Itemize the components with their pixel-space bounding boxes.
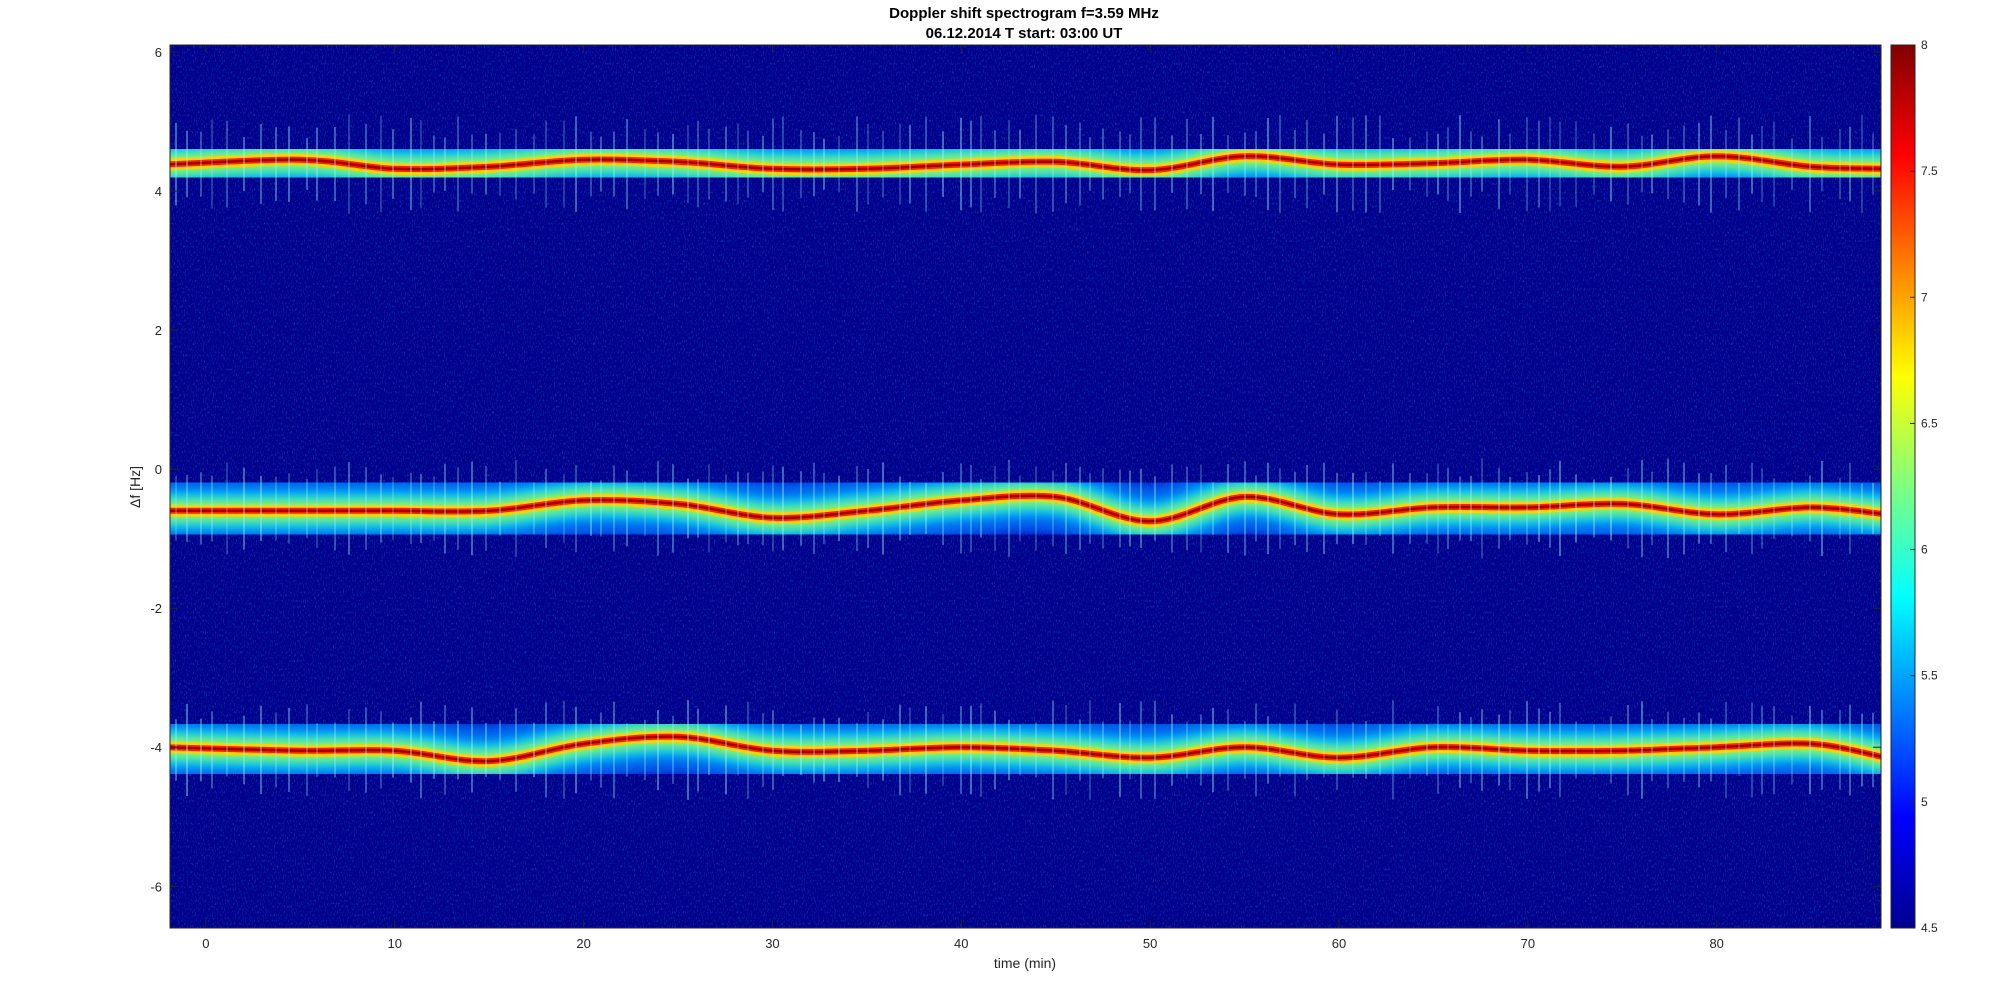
- signal-bands: [170, 96, 1881, 822]
- y-tick-label: 4: [155, 184, 162, 199]
- colorbar-tick-label: 8: [1921, 38, 1928, 52]
- x-tick-label: 60: [1332, 936, 1346, 951]
- y-tick-label: -2: [150, 601, 162, 616]
- y-tick-label: 2: [155, 323, 162, 338]
- y-axis: 6 4 2 0 -2 -4 -6: [150, 45, 1881, 894]
- x-tick-label: 30: [765, 936, 779, 951]
- colorbar-tick-label: 6: [1921, 543, 1928, 557]
- x-tick-label: 20: [576, 936, 590, 951]
- y-tick-label: -6: [150, 879, 162, 894]
- y-axis-label: Δf [Hz]: [127, 466, 143, 508]
- y-tick-label: 6: [155, 45, 162, 60]
- signal-trace: [170, 735, 1881, 763]
- x-tick-label: 50: [1143, 936, 1157, 951]
- x-tick-label: 80: [1709, 936, 1723, 951]
- plot-frame: [169, 44, 1882, 929]
- x-axis: 0 10 20 30 40 50 60 70 80: [202, 45, 1724, 951]
- colorbar: [1890, 44, 1916, 929]
- x-tick-label: 0: [202, 936, 209, 951]
- colorbar-axis: 8 7.5 7 6.5 6 5.5 5 4.5: [1910, 38, 1938, 935]
- chart-subtitle: 06.12.2014 T start: 03:00 UT: [926, 25, 1123, 42]
- colorbar-tick-label: 5.5: [1921, 669, 1938, 683]
- plot-area: [170, 45, 1881, 928]
- y-tick-label: -4: [150, 740, 162, 755]
- colorbar-tick-label: 5: [1921, 795, 1928, 809]
- signal-trace: [170, 154, 1881, 172]
- x-tick-label: 10: [387, 936, 401, 951]
- colorbar-tick-label: 7: [1921, 290, 1928, 304]
- y-tick-label: 0: [155, 462, 162, 477]
- x-tick-label: 70: [1521, 936, 1535, 951]
- vertical-streaks: [175, 114, 1874, 800]
- x-tick-label: 40: [954, 936, 968, 951]
- chart-title: Doppler shift spectrogram f=3.59 MHz: [889, 5, 1159, 22]
- colorbar-tick-label: 7.5: [1921, 164, 1938, 178]
- colorbar-tick-label: 6.5: [1921, 416, 1938, 430]
- signal-trace: [170, 494, 1881, 523]
- x-axis-label: time (min): [994, 955, 1056, 971]
- colorbar-tick-label: 4.5: [1921, 921, 1938, 935]
